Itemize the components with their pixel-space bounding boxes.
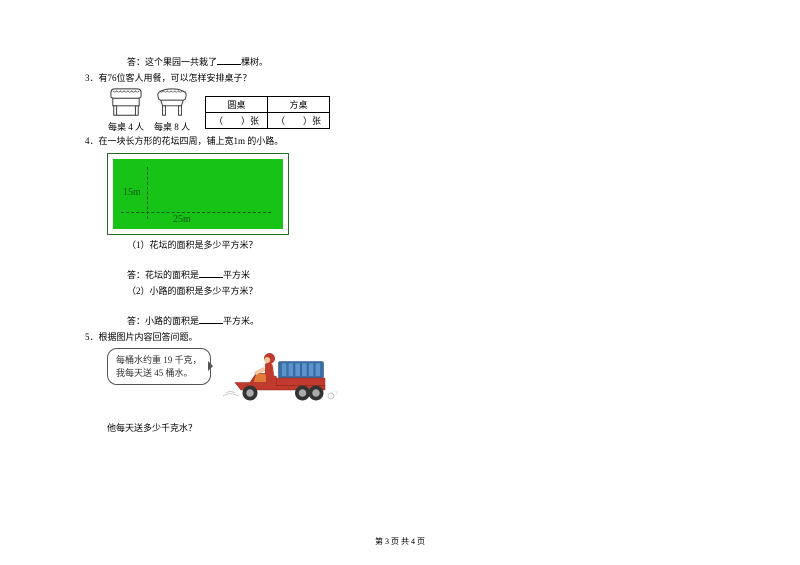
garden-figure: 15m 25m — [107, 153, 289, 235]
q2-blank[interactable] — [217, 55, 241, 65]
round-table-caption: 每桌 8 人 — [154, 120, 190, 133]
q4-line: 4．在一块长方形的花坛四周，铺上宽1m 的小路。 — [85, 135, 715, 149]
q5-figure: 每桶水约重 19 千克， 我每天送 45 桶水。 — [107, 348, 715, 408]
q4-ans1-prefix: 答：花坛的面积是 — [127, 270, 199, 280]
dim-arrow-horizontal — [121, 212, 271, 213]
td-round[interactable]: （ ）张 — [206, 113, 268, 129]
q4-sub1: （1）花坛的面积是多少平方米？ — [127, 239, 715, 253]
q5-question: 他每天送多少千克水？ — [107, 422, 715, 436]
page-footer: 第 3 页 共 4 页 — [0, 536, 800, 547]
round-table-figure: 每桌 8 人 — [153, 87, 191, 133]
q3-text: 有76位客人用餐，可以怎样安排桌子？ — [99, 73, 252, 83]
speech-bubble: 每桶水约重 19 千克， 我每天送 45 桶水。 — [107, 348, 211, 385]
q5-text: 根据图片内容回答问题。 — [99, 332, 198, 342]
th-round: 圆桌 — [206, 97, 268, 113]
q2-answer-suffix: 棵树。 — [241, 57, 268, 67]
dim-width: 25m — [173, 214, 191, 225]
q4-ans2-prefix: 答：小路的面积是 — [127, 316, 199, 326]
q3-num: 3． — [85, 73, 99, 83]
round-table-icon — [153, 87, 191, 119]
delivery-truck-icon — [215, 348, 345, 408]
q5-line: 5．根据图片内容回答问题。 — [85, 331, 715, 345]
square-table-caption: 每桌 4 人 — [108, 120, 144, 133]
q4-blank2[interactable] — [199, 314, 223, 324]
garden-inner: 15m 25m — [113, 159, 283, 229]
q3-line: 3．有76位客人用餐，可以怎样安排桌子？ — [85, 72, 715, 86]
th-square: 方桌 — [268, 97, 330, 113]
q4-ans2-suffix: 平方米。 — [223, 316, 259, 326]
q4-sub2: （2）小路的面积是多少平方米？ — [127, 285, 715, 299]
bubble-line2: 我每天送 45 桶水。 — [116, 367, 202, 380]
q5-num: 5． — [85, 332, 99, 342]
q3-figures: 每桌 4 人 每桌 8 人 圆桌 方桌 （ ）张 （ ）张 — [107, 87, 715, 133]
q4-ans1-suffix: 平方米 — [223, 270, 250, 280]
square-table-figure: 每桌 4 人 — [107, 87, 145, 133]
q3-answer-table: 圆桌 方桌 （ ）张 （ ）张 — [205, 96, 330, 129]
dim-height: 15m — [123, 187, 141, 198]
q4-num: 4． — [85, 136, 99, 146]
q4-blank1[interactable] — [199, 268, 223, 278]
square-table-icon — [107, 87, 145, 119]
q4-ans1: 答：花坛的面积是 平方米 — [127, 268, 715, 283]
q2-answer-prefix: 答：这个果园一共栽了 — [127, 57, 217, 67]
q4-ans2: 答：小路的面积是 平方米。 — [127, 314, 715, 329]
q4-text: 在一块长方形的花坛四周，铺上宽1m 的小路。 — [99, 136, 284, 146]
q2-answer: 答：这个果园一共栽了 棵树。 — [127, 55, 715, 70]
bubble-line1: 每桶水约重 19 千克， — [116, 354, 202, 367]
td-square[interactable]: （ ）张 — [268, 113, 330, 129]
